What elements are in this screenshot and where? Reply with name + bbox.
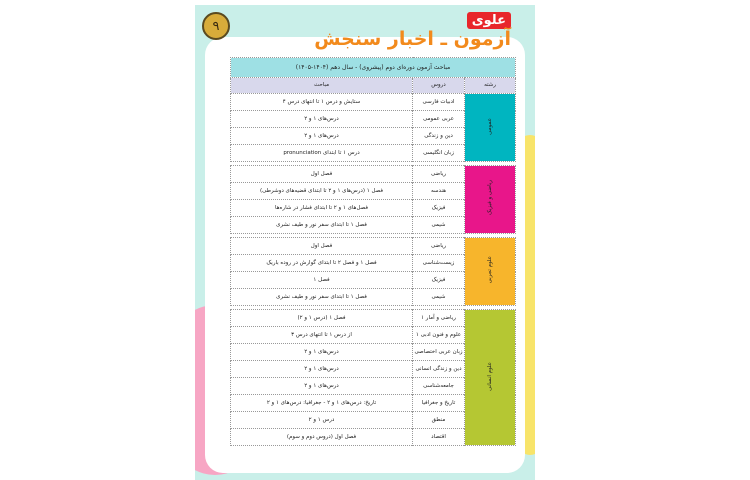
document-page: ۹ علوی آزمون ـ اخبار سنجش مباحث آزمون دو… [195, 5, 535, 480]
course-cell: دین و زندگی [412, 127, 465, 145]
topics-cell: ستایش و درس ۱ تا انتهای درس ۴ [230, 93, 413, 111]
page-number: ۹ [202, 12, 230, 40]
topics-cell: تاریخ: درس‌های ۱ و ۲ - جغرافیا: درس‌های … [230, 394, 413, 412]
table-row: شیمی فصل ۱ تا ابتدای سفر نور و طیف نشری [230, 288, 516, 306]
table-row: عمومی ادبیات فارسی ستایش و درس ۱ تا انتهای… [230, 93, 516, 162]
topics-cell: فصل ۱ (درس‌های ۱ و ۲ تا ابتدای قضیه‌های … [230, 182, 413, 200]
course-cell: منطق [412, 411, 465, 429]
table-row: دین و زندگی درس‌های ۱ و ۲ [230, 127, 516, 145]
course-cell: زبان انگلیسی [412, 144, 465, 162]
course-cell: علوم و فنون ادبی ۱ [412, 326, 465, 344]
topics-cell: فصل ۱ تا ابتدای سفر نور و طیف نشری [230, 288, 413, 306]
course-cell: تاریخ و جغرافیا [412, 394, 465, 412]
field-group-cell: عمومی [464, 93, 516, 162]
topics-cell: فصل اول [230, 165, 413, 183]
column-header-courses: دروس [412, 77, 465, 94]
topics-cell: درس‌های ۱ و ۲ [230, 377, 413, 395]
field-group-cell: علوم انسانی [464, 309, 516, 446]
topics-cell: درس‌های ۱ و ۲ [230, 360, 413, 378]
table-row: ریاضی و فیزیک ریاضی فصل اول [230, 165, 516, 234]
topics-cell: درس‌های ۱ و ۲ [230, 343, 413, 361]
topics-cell: فصل اول [230, 237, 413, 255]
topics-cell: فصل‌های ۱ و ۲ تا ابتدای فشار در شاره‌ها [230, 199, 413, 217]
course-cell: ریاضی [412, 165, 465, 183]
table-row: هندسه فصل ۱ (درس‌های ۱ و ۲ تا ابتدای قضیه… [230, 182, 516, 200]
topics-cell: فصل ۱ [230, 271, 413, 289]
course-cell: عربی عمومی [412, 110, 465, 128]
topics-cell: درس‌های ۱ و ۲ [230, 110, 413, 128]
exam-topics-table: مباحث آزمون دوره‌ای دوم (پیشروی) - سال د… [230, 57, 516, 446]
field-name: عمومی [486, 117, 493, 135]
course-cell: فیزیک [412, 271, 465, 289]
course-cell: دین و زندگی انسانی [412, 360, 465, 378]
table-caption: مباحث آزمون دوره‌ای دوم (پیشروی) - سال د… [230, 57, 516, 78]
table-row: فیزیک فصل ۱ [230, 271, 516, 289]
table-row: زبان انگلیسی درس ۱ تا ابتدای pronunciatio… [230, 144, 516, 162]
table-row: اقتصاد فصل اول (دروس دوم و سوم) [230, 428, 516, 446]
topics-cell: فصل اول (دروس دوم و سوم) [230, 428, 413, 446]
course-cell: جامعه‌شناسی [412, 377, 465, 395]
course-cell: ادبیات فارسی [412, 93, 465, 111]
course-cell: شیمی [412, 216, 465, 234]
table-row: شیمی فصل ۱ تا ابتدای سفر نور و طیف نشری [230, 216, 516, 234]
topics-cell: فصل ۱ تا ابتدای سفر نور و طیف نشری [230, 216, 413, 234]
column-header-topics: مباحث [230, 77, 413, 94]
table-row: علوم انسانی ریاضی و آمار ۱ فصل ۱ (درس ۱ و … [230, 309, 516, 446]
course-cell: فیزیک [412, 199, 465, 217]
course-cell: ریاضی [412, 237, 465, 255]
course-cell: ریاضی و آمار ۱ [412, 309, 465, 327]
field-name: علوم تجربی [486, 256, 493, 284]
topics-cell: فصل ۱ و فصل ۲ تا ابتدای گوارش در روده با… [230, 254, 413, 272]
field-name: ریاضی و فیزیک [486, 180, 493, 216]
brand-badge: علوی [466, 12, 511, 29]
course-cell: زبان عربی اختصاصی [412, 343, 465, 361]
topics-cell: فصل ۱ (درس ۱ و ۲) [230, 309, 413, 327]
topics-cell: درس ۱ و ۲ [230, 411, 413, 429]
table-row: عربی عمومی درس‌های ۱ و ۲ [230, 110, 516, 128]
table-row: علوم تجربی ریاضی فصل اول [230, 237, 516, 306]
course-cell: شیمی [412, 288, 465, 306]
topics-cell: درس ۱ تا ابتدای pronunciation [230, 144, 413, 162]
course-cell: هندسه [412, 182, 465, 200]
course-cell: اقتصاد [412, 428, 465, 446]
field-group-cell: ریاضی و فیزیک [464, 165, 516, 234]
table-row: منطق درس ۱ و ۲ [230, 411, 516, 429]
field-group-cell: علوم تجربی [464, 237, 516, 306]
topics-cell: درس‌های ۱ و ۲ [230, 127, 413, 145]
topics-cell: از درس ۱ تا انتهای درس ۳ [230, 326, 413, 344]
course-cell: زیست‌شناسی [412, 254, 465, 272]
page-title: آزمون ـ اخبار سنجش [314, 28, 511, 50]
table-row: فیزیک فصل‌های ۱ و ۲ تا ابتدای فشار در شار… [230, 199, 516, 217]
field-name: علوم انسانی [486, 361, 493, 391]
column-header-field: رشته [464, 77, 516, 94]
